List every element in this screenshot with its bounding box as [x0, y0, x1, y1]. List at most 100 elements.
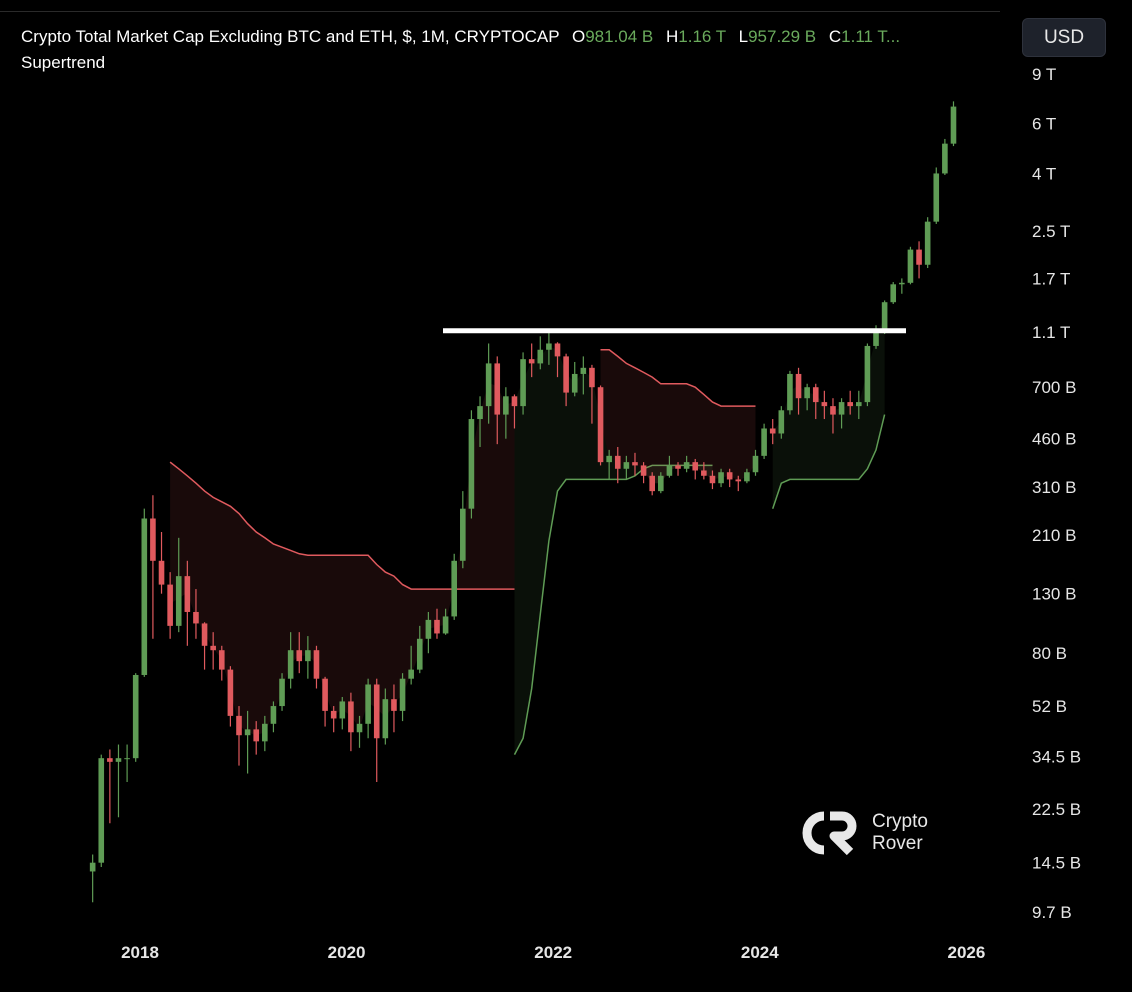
- candle[interactable]: [167, 572, 173, 639]
- candle[interactable]: [244, 710, 251, 774]
- candle[interactable]: [218, 645, 225, 681]
- candle[interactable]: [640, 462, 647, 484]
- candle[interactable]: [855, 390, 862, 420]
- candle[interactable]: [141, 508, 148, 677]
- price-axis[interactable]: 9 T 6 T 4 T 2.5 T 1.7 T 1.1 T 700 B 460 B 310 B 2…: [1032, 65, 1081, 922]
- candle[interactable]: [683, 455, 690, 473]
- candle[interactable]: [726, 468, 733, 488]
- candle[interactable]: [752, 449, 759, 476]
- candle[interactable]: [528, 343, 535, 378]
- candle[interactable]: [537, 336, 544, 370]
- candle[interactable]: [339, 696, 346, 730]
- candle[interactable]: [520, 352, 526, 415]
- candle[interactable]: [150, 495, 156, 639]
- candle[interactable]: [115, 744, 122, 818]
- candle[interactable]: [442, 608, 449, 635]
- candle[interactable]: [201, 622, 208, 670]
- candle[interactable]: [460, 491, 466, 569]
- candle[interactable]: [89, 854, 96, 903]
- candle[interactable]: [382, 688, 389, 745]
- candle[interactable]: [348, 692, 354, 752]
- candle[interactable]: [933, 167, 940, 224]
- candle[interactable]: [408, 645, 414, 685]
- candle[interactable]: [416, 625, 423, 674]
- candle[interactable]: [373, 678, 380, 782]
- candle[interactable]: [942, 138, 948, 175]
- candle[interactable]: [864, 343, 871, 407]
- candle[interactable]: [236, 706, 242, 766]
- candle[interactable]: [580, 356, 587, 395]
- candle[interactable]: [313, 645, 320, 689]
- candle[interactable]: [623, 455, 630, 480]
- candle[interactable]: [270, 701, 277, 733]
- candle[interactable]: [546, 329, 552, 365]
- symbol-title[interactable]: Crypto Total Market Cap Excluding BTC an…: [21, 27, 560, 46]
- candle[interactable]: [511, 394, 518, 429]
- candle[interactable]: [563, 353, 569, 407]
- candle[interactable]: [812, 383, 819, 420]
- candle[interactable]: [838, 398, 845, 429]
- candle[interactable]: [950, 101, 957, 147]
- candle[interactable]: [614, 446, 621, 484]
- candle[interactable]: [916, 241, 922, 279]
- candle[interactable]: [227, 666, 234, 727]
- candle[interactable]: [821, 390, 828, 420]
- candle[interactable]: [649, 472, 655, 496]
- candle[interactable]: [744, 468, 750, 484]
- candle[interactable]: [124, 744, 130, 782]
- candle[interactable]: [253, 721, 260, 755]
- candle[interactable]: [305, 636, 311, 679]
- candle[interactable]: [899, 278, 905, 294]
- candle[interactable]: [107, 749, 113, 824]
- candle[interactable]: [322, 676, 328, 727]
- candle[interactable]: [571, 361, 578, 397]
- candle[interactable]: [658, 472, 664, 494]
- candle[interactable]: [701, 462, 707, 480]
- candle[interactable]: [692, 458, 699, 480]
- candle[interactable]: [365, 678, 371, 739]
- candle[interactable]: [434, 608, 440, 639]
- candle[interactable]: [494, 356, 501, 445]
- candle[interactable]: [907, 246, 914, 285]
- candle[interactable]: [675, 462, 681, 476]
- candle[interactable]: [709, 470, 716, 490]
- candle[interactable]: [158, 531, 165, 594]
- candle[interactable]: [554, 342, 561, 378]
- candle[interactable]: [666, 455, 673, 478]
- candle[interactable]: [632, 452, 638, 476]
- candle[interactable]: [262, 715, 268, 752]
- candle[interactable]: [589, 364, 595, 424]
- candle[interactable]: [477, 396, 483, 447]
- candle[interactable]: [606, 449, 612, 480]
- candle[interactable]: [890, 282, 897, 304]
- candle[interactable]: [830, 398, 836, 434]
- candle[interactable]: [451, 553, 458, 620]
- candle[interactable]: [193, 589, 199, 639]
- candle[interactable]: [597, 385, 604, 466]
- time-axis[interactable]: 2018 2020 2022 2024 2026: [121, 943, 985, 962]
- candle[interactable]: [391, 684, 397, 733]
- candle[interactable]: [330, 706, 337, 733]
- candle[interactable]: [399, 673, 406, 722]
- candle[interactable]: [356, 715, 363, 748]
- candle[interactable]: [468, 410, 475, 519]
- candle[interactable]: [184, 560, 191, 646]
- candle[interactable]: [924, 217, 931, 269]
- candle[interactable]: [804, 383, 810, 411]
- currency-button[interactable]: USD: [1022, 18, 1106, 57]
- candle[interactable]: [98, 754, 105, 867]
- candle[interactable]: [761, 423, 767, 459]
- indicator-label[interactable]: Supertrend: [21, 53, 106, 72]
- candle[interactable]: [279, 673, 285, 711]
- candle[interactable]: [210, 632, 216, 670]
- candle[interactable]: [296, 632, 303, 674]
- candle[interactable]: [485, 343, 492, 424]
- candle[interactable]: [778, 406, 785, 439]
- candle[interactable]: [425, 611, 432, 654]
- candle[interactable]: [735, 475, 742, 492]
- candle[interactable]: [503, 387, 509, 439]
- candle[interactable]: [718, 468, 724, 488]
- candle[interactable]: [132, 673, 139, 762]
- candle[interactable]: [787, 370, 793, 415]
